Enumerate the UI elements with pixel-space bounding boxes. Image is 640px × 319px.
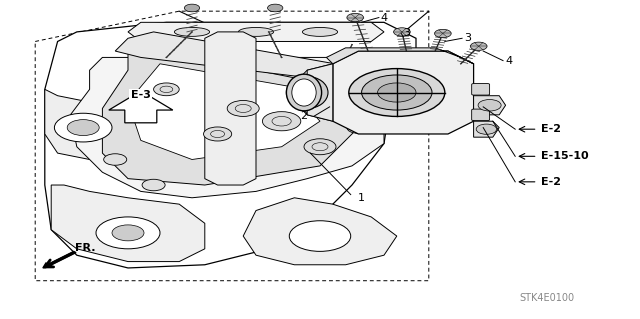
Circle shape <box>476 124 497 134</box>
Circle shape <box>435 29 451 38</box>
Text: 4: 4 <box>505 56 513 66</box>
Text: E-15-10: E-15-10 <box>541 151 588 161</box>
Circle shape <box>142 179 165 191</box>
Circle shape <box>262 112 301 131</box>
Ellipse shape <box>302 27 338 36</box>
Text: FR.: FR. <box>75 243 95 253</box>
Circle shape <box>347 90 370 101</box>
Text: 2: 2 <box>300 111 308 122</box>
Circle shape <box>227 100 259 116</box>
Ellipse shape <box>239 27 274 36</box>
Circle shape <box>268 4 283 12</box>
Polygon shape <box>45 89 128 160</box>
Text: E-2: E-2 <box>541 177 561 187</box>
Polygon shape <box>70 57 384 198</box>
Circle shape <box>347 122 370 133</box>
Circle shape <box>112 225 144 241</box>
Circle shape <box>204 127 232 141</box>
Circle shape <box>184 4 200 12</box>
Text: E-2: E-2 <box>541 124 561 134</box>
Polygon shape <box>51 185 205 262</box>
Polygon shape <box>294 64 333 121</box>
Ellipse shape <box>174 27 210 36</box>
Circle shape <box>96 217 160 249</box>
Polygon shape <box>128 64 320 160</box>
Polygon shape <box>307 64 333 121</box>
Polygon shape <box>109 91 173 123</box>
Circle shape <box>378 83 416 102</box>
Text: 4: 4 <box>380 12 388 23</box>
Circle shape <box>289 221 351 251</box>
Text: 3: 3 <box>403 28 410 39</box>
Circle shape <box>347 13 364 22</box>
Text: STK4E0100: STK4E0100 <box>520 293 575 303</box>
Circle shape <box>362 75 432 110</box>
Text: 3: 3 <box>464 33 470 43</box>
Circle shape <box>104 154 127 165</box>
Text: E-3: E-3 <box>131 91 151 100</box>
Circle shape <box>470 42 487 50</box>
Circle shape <box>304 139 336 155</box>
Circle shape <box>54 113 112 142</box>
Polygon shape <box>115 32 371 83</box>
Polygon shape <box>333 51 474 134</box>
Ellipse shape <box>287 77 328 108</box>
Polygon shape <box>474 96 506 115</box>
Polygon shape <box>45 22 416 268</box>
Ellipse shape <box>287 74 322 111</box>
Circle shape <box>67 120 99 136</box>
Ellipse shape <box>292 79 316 106</box>
Circle shape <box>349 69 445 116</box>
Polygon shape <box>474 121 499 137</box>
Polygon shape <box>102 51 358 185</box>
Circle shape <box>154 83 179 96</box>
Polygon shape <box>243 198 397 265</box>
FancyBboxPatch shape <box>472 109 490 121</box>
Text: 1: 1 <box>358 193 365 203</box>
Circle shape <box>478 100 501 111</box>
Polygon shape <box>128 22 384 41</box>
FancyBboxPatch shape <box>472 84 490 95</box>
Polygon shape <box>326 48 474 64</box>
Circle shape <box>394 28 410 36</box>
Polygon shape <box>205 32 256 185</box>
